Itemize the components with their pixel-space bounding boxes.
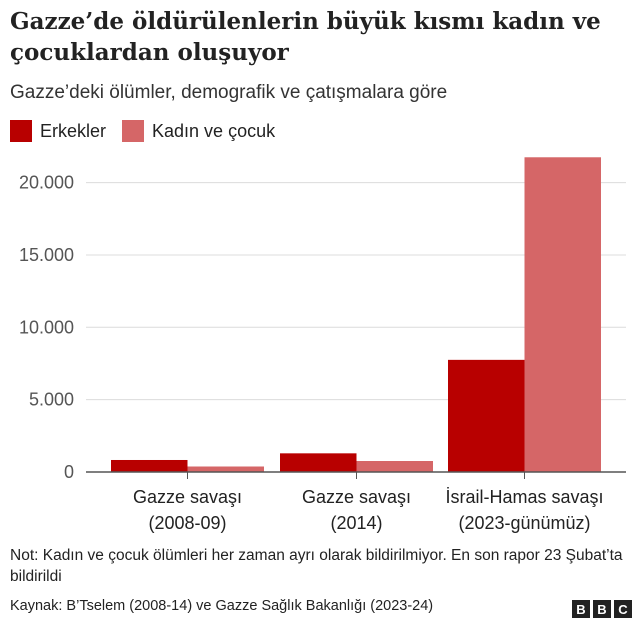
plot-area: 0 5.000 10.000 15.000 20.000 Gazze savaşı (200… [19,157,626,533]
x-tick-label: Gazze savaşı [133,487,242,507]
bar [356,461,433,472]
bar [524,157,601,472]
bar [280,453,357,472]
legend-swatch [122,120,145,142]
bar [111,459,188,472]
y-tick-label: 0 [64,462,74,482]
legend-label: Erkekler [40,120,107,141]
y-tick-label: 20.000 [19,173,74,193]
legend-label: Kadın ve çocuk [152,120,276,141]
x-tick-label: (2023-günümüz) [458,513,590,533]
bar [448,359,525,472]
y-tick-label: 5.000 [29,390,74,410]
x-tick-label: (2014) [330,513,382,533]
x-tick-label: (2008-09) [148,513,226,533]
x-tick-label: İsrail-Hamas savaşı [445,487,603,507]
source: Kaynak: B’Tselem (2008-14) ve Gazze Sağl… [10,598,434,614]
legend-item-kadin-cocuk: Kadın ve çocuk [122,120,275,142]
y-tick-label: 15.000 [19,245,74,265]
legend-item-erkekler: Erkekler [10,120,106,142]
y-tick-label: 10.000 [19,317,74,337]
legend-swatch [10,120,32,142]
chart-subtitle: Gazze’deki ölümler, demografik ve çatışm… [10,82,448,103]
footnote: Not: Kadın ve çocuk ölümleri her zaman a… [10,547,623,585]
bar [187,466,264,472]
legend: Erkekler Kadın ve çocuk [10,120,275,142]
chart-title: Gazze’de öldürülenlerin büyük kısmı kadı… [10,8,601,66]
x-tick-label: Gazze savaşı [302,487,411,507]
